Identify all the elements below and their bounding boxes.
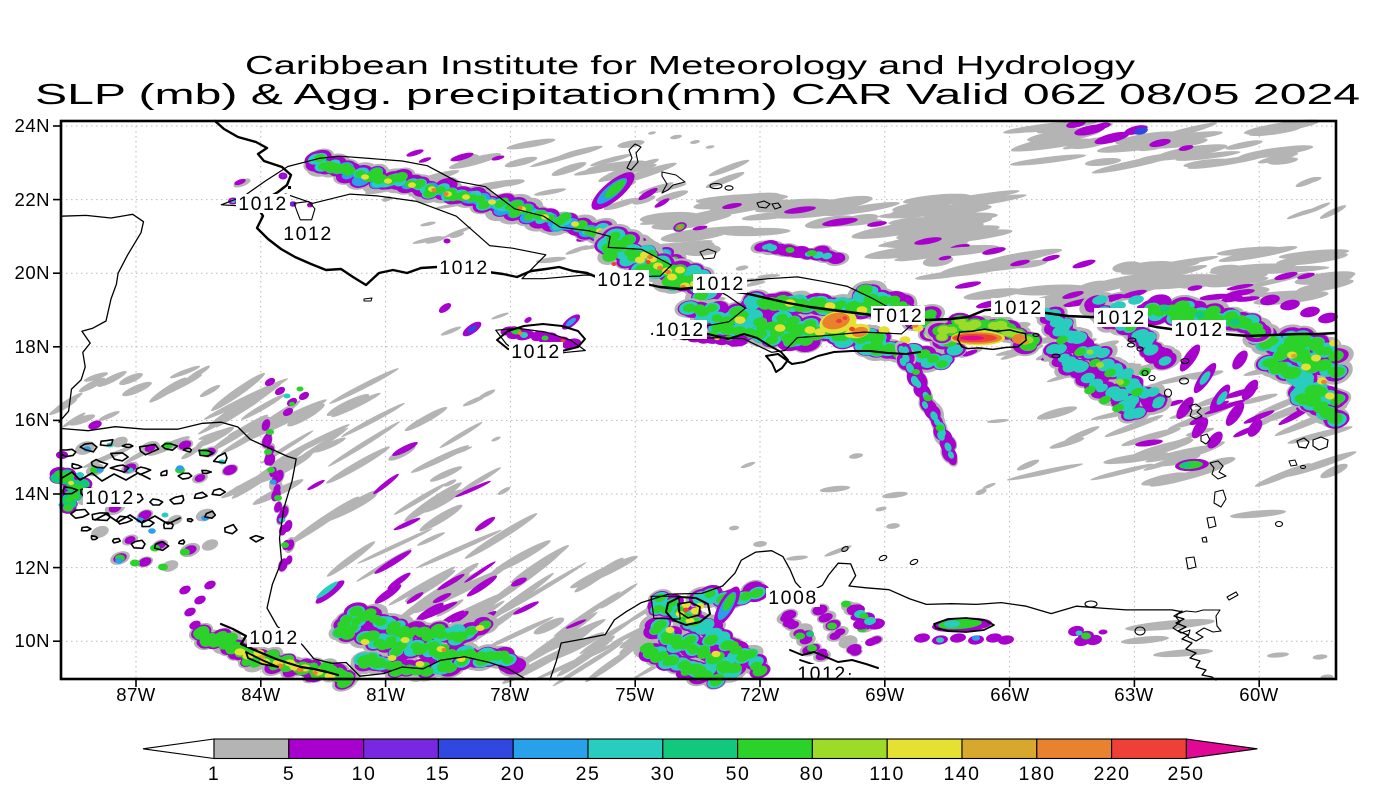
svg-text:T012: T012 [873, 305, 923, 327]
svg-text:1012: 1012 [695, 273, 744, 295]
svg-text:87W: 87W [116, 684, 156, 705]
svg-text:1: 1 [208, 763, 220, 785]
svg-text:1012: 1012 [597, 269, 646, 291]
svg-text:Caribbean Institute for Meteor: Caribbean Institute for Meteorology and … [245, 50, 1135, 80]
svg-text:75W: 75W [615, 684, 655, 705]
svg-text:1012: 1012 [85, 487, 134, 509]
svg-text:140: 140 [943, 763, 980, 785]
svg-text:20: 20 [501, 763, 526, 785]
svg-text:84W: 84W [241, 684, 281, 705]
svg-text:1012: 1012 [511, 341, 560, 363]
svg-text:250: 250 [1167, 763, 1204, 785]
svg-text:66W: 66W [990, 684, 1030, 705]
svg-text:1012: 1012 [655, 319, 704, 341]
svg-text:1012: 1012 [439, 257, 488, 279]
svg-text:10N: 10N [15, 630, 50, 651]
svg-text:72W: 72W [740, 684, 780, 705]
svg-text:20N: 20N [15, 262, 50, 283]
svg-text:1012: 1012 [993, 297, 1042, 319]
svg-text:24N: 24N [15, 115, 50, 136]
svg-text:110: 110 [869, 763, 905, 785]
svg-text:1012: 1012 [1174, 319, 1223, 341]
svg-text:1008: 1008 [768, 587, 817, 609]
svg-text:SLP (mb) & Agg. precipitation(: SLP (mb) & Agg. precipitation(mm) CAR Va… [35, 79, 1360, 111]
svg-text:1012: 1012 [1096, 307, 1145, 329]
svg-text:14N: 14N [15, 483, 50, 504]
svg-text:16N: 16N [15, 409, 50, 430]
svg-text:12N: 12N [15, 557, 50, 578]
svg-text:69W: 69W [865, 684, 905, 705]
svg-text:1012: 1012 [283, 223, 332, 245]
svg-text:5: 5 [283, 763, 295, 785]
svg-text:1012: 1012 [238, 193, 287, 215]
svg-text:60W: 60W [1239, 684, 1279, 705]
svg-text:50: 50 [726, 763, 751, 785]
svg-text:22N: 22N [15, 189, 50, 210]
svg-text:78W: 78W [490, 684, 530, 705]
svg-text:10: 10 [352, 763, 377, 785]
svg-text:15: 15 [426, 763, 451, 785]
svg-text:30: 30 [651, 763, 676, 785]
svg-text:1012: 1012 [249, 627, 298, 649]
svg-text:81W: 81W [366, 684, 406, 705]
svg-text:220: 220 [1093, 763, 1130, 785]
svg-text:25: 25 [576, 763, 601, 785]
svg-text:18N: 18N [15, 336, 50, 357]
svg-text:1012: 1012 [797, 663, 846, 685]
svg-text:180: 180 [1018, 763, 1055, 785]
svg-text:63W: 63W [1114, 684, 1154, 705]
svg-text:80: 80 [800, 763, 825, 785]
